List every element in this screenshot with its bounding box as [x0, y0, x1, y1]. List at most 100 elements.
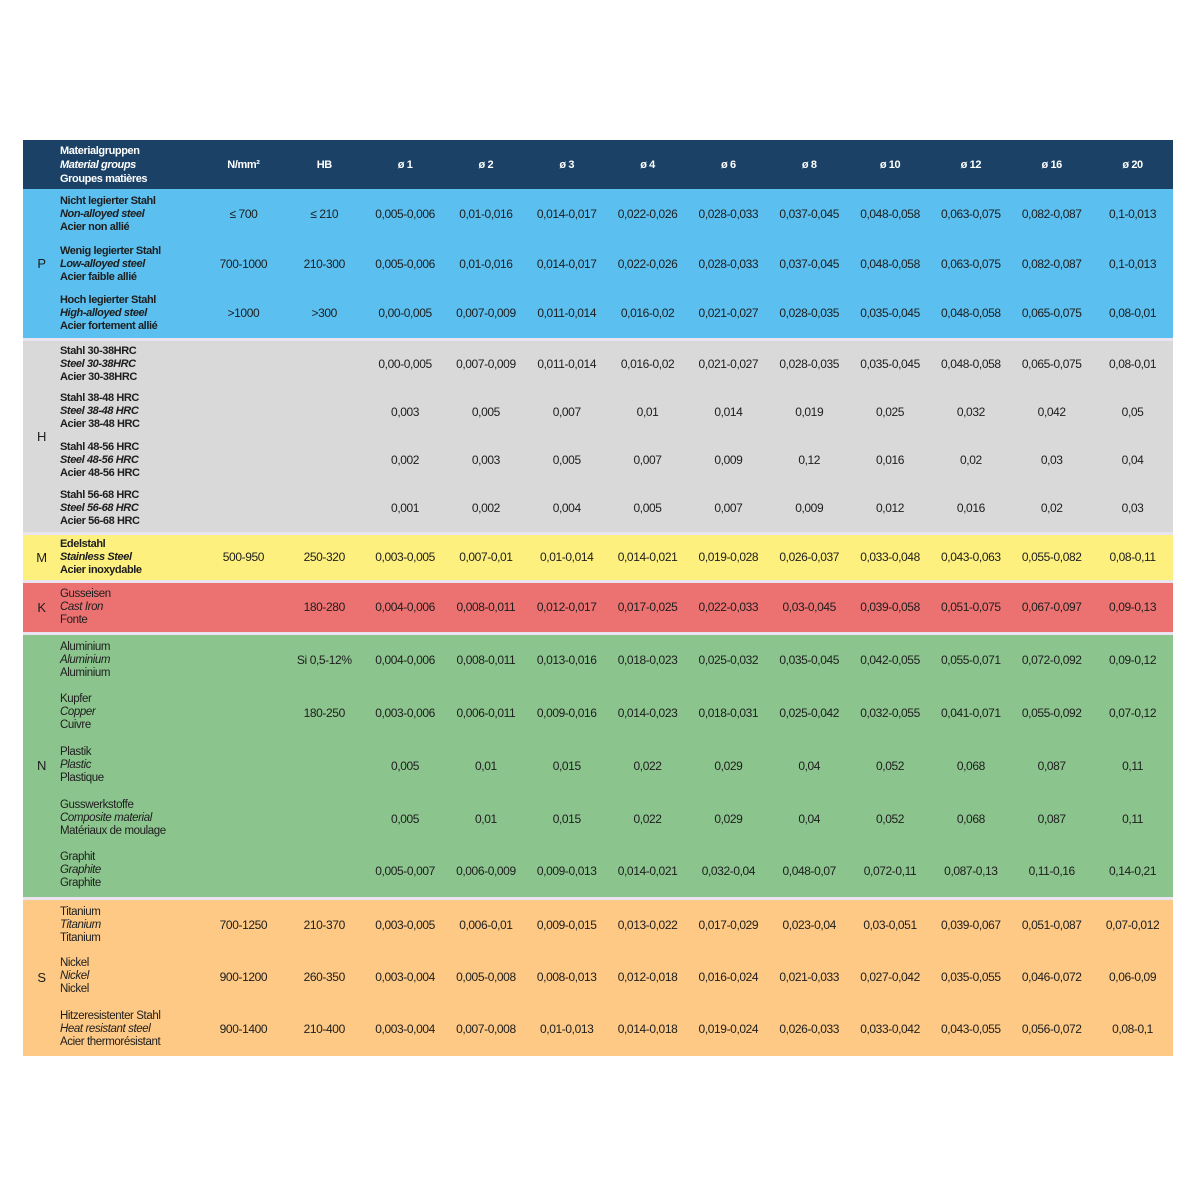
material-name-fr: Matériaux de moulage — [60, 825, 166, 837]
feed-rate-table: Materialgruppen Material groups Groupes … — [23, 140, 1173, 1056]
table-row: Stahl 38-48 HRC Steel 38-48 HRC Acier 38-4… — [23, 387, 1173, 437]
feed-value-cell: 0,063-0,075 — [941, 257, 1001, 271]
feed-value-cell: 0,021-0,033 — [779, 969, 840, 984]
material-name-de: Hitzeresistenter Stahl — [60, 1009, 161, 1022]
feed-value-cell: 0,055-0,082 — [1011, 531, 1093, 581]
col-header-d2: ø 2 — [478, 158, 494, 171]
feed-value-cell: 0,019-0,028 — [687, 531, 769, 581]
feed-value-cell: 0,00-0,005 — [364, 337, 446, 388]
feed-value-cell: 0,006-0,01 — [445, 896, 527, 951]
feed-value-cell: 0,022 — [633, 758, 662, 773]
feed-value-cell: 0,033-0,042 — [860, 1022, 920, 1037]
feed-value-cell: 0,055-0,071 — [930, 631, 1012, 686]
feed-value-cell: 0,016-0,02 — [620, 306, 675, 321]
material-name-en: Low-alloyed steel — [60, 257, 145, 270]
feed-value-cell: 0,067-0,097 — [1011, 579, 1093, 633]
material-name-de: Hoch legierter Stahl — [60, 293, 156, 306]
material-name-en: Cast Iron — [60, 600, 104, 613]
feed-value-cell: 0,005-0,006 — [375, 207, 435, 221]
feed-value-cell: 0,028-0,035 — [779, 306, 840, 321]
feed-value-cell: 0,002 — [391, 453, 420, 468]
feed-value-cell: 0,028-0,033 — [698, 257, 759, 271]
hardness-hb-cell: 260-350 — [303, 969, 346, 984]
feed-value-cell: 0,025 — [876, 404, 905, 419]
feed-value-cell: 0,087-0,13 — [944, 863, 998, 878]
group-letter: P — [37, 255, 46, 271]
feed-value-cell: 0,039-0,067 — [930, 896, 1012, 951]
hardness-hb-cell: Si 0,5-12% — [283, 631, 365, 686]
feed-value-cell: 0,014-0,023 — [617, 705, 678, 720]
feed-value-cell: 0,013-0,022 — [607, 896, 688, 951]
table-row: Stahl 48-56 HRC Steel 48-56 HRC Acier 48-5… — [23, 436, 1173, 485]
material-name-en: Steel 38-48 HRC — [60, 405, 139, 418]
feed-value-cell: 0,01 — [475, 811, 497, 826]
feed-value-cell: 0,035-0,045 — [768, 631, 850, 686]
material-name-en: Stainless Steel — [60, 550, 132, 563]
material-name: Hoch legierter Stahl High-alloyed steel Ac… — [60, 289, 203, 339]
feed-value-cell: 0,018-0,023 — [607, 631, 688, 686]
feed-value-cell: 0,001 — [391, 501, 420, 515]
feed-value-cell: 0,035-0,055 — [941, 969, 1001, 984]
material-name: Aluminium Aluminium Aluminium — [60, 631, 203, 686]
material-name-de: Nicht legierter Stahl — [60, 194, 156, 207]
material-name-de: Kupfer — [60, 693, 92, 705]
hardness-hb-cell — [284, 436, 365, 485]
col-header-hb: HB — [316, 158, 332, 171]
feed-value-cell: 0,087 — [1037, 811, 1066, 826]
feed-value-cell: 0,043-0,063 — [930, 531, 1012, 581]
tensile-strength-cell — [203, 845, 284, 898]
feed-value-cell: 0,048-0,058 — [860, 257, 920, 271]
table-row: Kupfer Copper Cuivre 180-250 0,003-0,006 0,00… — [23, 686, 1173, 739]
feed-value-cell: 0,01-0,016 — [459, 207, 513, 221]
feed-value-cell: 0,008-0,011 — [445, 631, 527, 686]
material-name-en: Aluminium — [60, 653, 111, 666]
tensile-strength-cell — [203, 739, 284, 792]
group-letter: S — [23, 896, 60, 1056]
feed-value-cell: 0,01-0,014 — [526, 531, 608, 581]
feed-value-cell: 0,007-0,009 — [456, 306, 516, 321]
feed-value-cell: 0,003 — [471, 453, 500, 468]
material-name-en: Nickel — [60, 970, 89, 983]
material-name-de: Aluminium — [60, 640, 111, 653]
hardness-hb-cell: 210-370 — [283, 896, 365, 951]
feed-value-cell: 0,087 — [1037, 758, 1066, 773]
feed-value-cell: 0,009-0,013 — [536, 863, 597, 878]
feed-value-cell: 0,017-0,025 — [607, 579, 688, 633]
feed-value-cell: 0,014-0,021 — [607, 531, 688, 581]
feed-value-cell: 0,004-0,006 — [364, 631, 446, 686]
feed-value-cell: 0,048-0,07 — [782, 863, 837, 878]
hardness-hb-cell — [284, 792, 365, 845]
feed-value-cell: 0,02 — [959, 453, 982, 468]
feed-value-cell: 0,003-0,005 — [364, 531, 446, 581]
feed-value-cell: 0,016 — [956, 501, 985, 515]
material-name: Titanium Titanium Titanium — [60, 896, 203, 951]
feed-value-cell: 0,014-0,017 — [536, 207, 597, 221]
material-name: Gusseisen Cast Iron Fonte — [60, 579, 203, 633]
material-name: Stahl 38-48 HRC Steel 38-48 HRC Acier 38-4… — [60, 388, 203, 437]
hardness-hb-cell — [283, 337, 365, 388]
material-name: Kupfer Copper Cuivre — [60, 686, 203, 739]
feed-value-cell: 0,005 — [391, 811, 420, 826]
feed-value-cell: 0,027-0,042 — [860, 969, 920, 984]
tensile-strength-cell — [203, 436, 284, 485]
material-name-fr: Graphite — [60, 877, 101, 890]
feed-value-cell: 0,09-0,12 — [1092, 631, 1173, 686]
tensile-strength-cell — [203, 579, 284, 633]
feed-value-cell: 0,015 — [552, 811, 581, 826]
feed-value-cell: 0,019-0,024 — [698, 1022, 759, 1037]
material-name-fr: Cuivre — [60, 719, 91, 731]
feed-value-cell: 0,1-0,013 — [1109, 207, 1157, 221]
table-row: S Titanium Titanium Titanium 700-1250 210-370… — [23, 896, 1173, 1056]
material-name: Stahl 56-68 HRC Steel 56-68 HRC Acier 56-6… — [60, 485, 203, 534]
table-row: M Edelstahl Stainless Steel Acier inoxydabl… — [23, 531, 1173, 581]
material-name-fr: Acier 38-48 HRC — [60, 418, 140, 431]
feed-value-cell: 0,065-0,075 — [1021, 306, 1082, 321]
feed-value-cell: 0,051-0,075 — [930, 579, 1012, 633]
material-name: Graphit Graphite Graphite — [60, 845, 203, 898]
feed-value-cell: 0,03 — [1040, 453, 1063, 468]
feed-value-cell: 0,063-0,075 — [941, 207, 1001, 221]
hardness-hb-cell — [284, 845, 365, 898]
col-header-d20: ø 20 — [1122, 158, 1143, 171]
feed-value-cell: 0,004-0,006 — [364, 579, 446, 633]
material-name-en: Plastic — [60, 759, 92, 771]
